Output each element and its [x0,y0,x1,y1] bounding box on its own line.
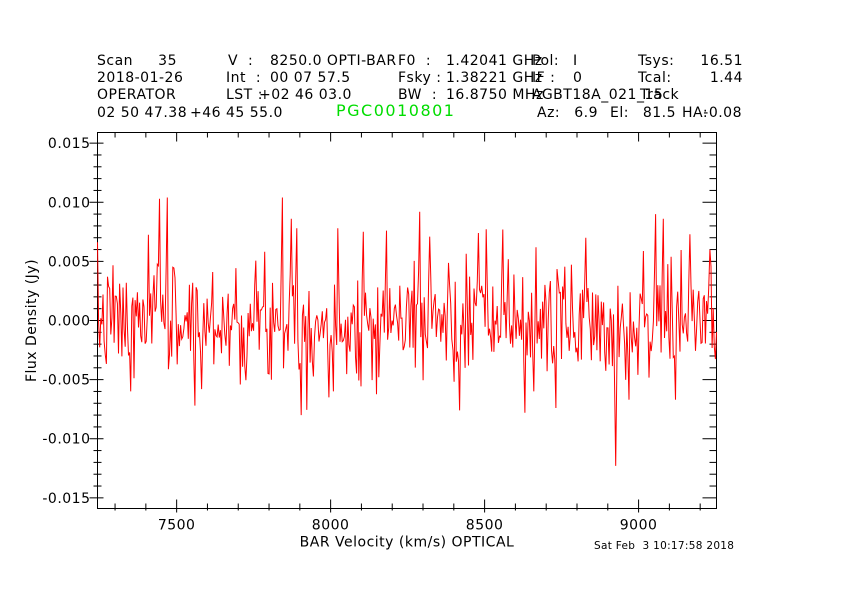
source-name-title: PGC0010801 [336,101,456,120]
x-tick-label: 9000 [620,518,658,534]
az-label: Az: [537,105,561,121]
scan-label: Scan [97,53,134,69]
plot-timestamp: Sat Feb 3 10:17:58 2018 [594,540,735,552]
el-value: 81.5 [642,105,676,121]
bw-label: BW : [398,87,438,103]
dec-value: +46 45 55.0 [190,105,283,121]
pol-value: I [573,53,578,69]
tcal-value: 1.44 [709,70,743,86]
obs-date: 2018-01-26 [97,70,184,86]
y-tick-label: -0.010 [42,432,90,448]
y-tick-label: -0.015 [42,491,90,507]
ra-value: 02 50 47.38 [97,105,188,121]
f0-value: 1.42041 GHz [446,53,543,69]
x-tick-label: 7500 [158,518,196,534]
int-value: 00 07 57.5 [270,70,351,86]
x-tick-label: 8500 [466,518,504,534]
x-tick-label: 8000 [312,518,350,534]
pol-label: Pol: [532,53,560,69]
velocity-label: V : [228,53,254,69]
y-tick-label: 0.015 [48,136,91,152]
ha-label: HA: [682,105,709,121]
lst-label: LST : [226,87,263,103]
x-axis-title: BAR Velocity (km/s) OPTICAL [300,535,515,551]
lst-value: +02 46 03.0 [259,87,352,103]
tsys-label: Tsys: [638,53,675,69]
spectrum-trace [97,197,717,466]
bw-value: 16.8750 MHz [446,87,544,103]
if-value: 0 [573,70,583,86]
fsky-value: 1.38221 GHz [446,70,543,86]
tcal-label: Tcal: [638,70,672,86]
y-tick-label: 0.010 [48,195,91,211]
velocity-value: 8250.0 OPTI-BAR [270,53,397,69]
ha-value: -0.08 [703,105,742,121]
y-tick-label: -0.005 [42,373,90,389]
y-axis-title: Flux Density (Jy) [24,259,40,382]
if-label: IF : [532,70,556,86]
tsys-value: 16.51 [700,53,743,69]
y-tick-label: 0.005 [48,254,91,270]
scan-value: 35 [158,53,177,69]
y-tick-label: 0.000 [48,314,91,330]
project-id: AGBT18A_021_15 [532,87,664,103]
procedure-name: Track [640,87,680,103]
el-label: El: [610,105,629,121]
az-value: 6.9 [574,105,598,121]
fsky-label: Fsky : [398,70,442,86]
observer-name: OPERATOR [97,87,177,103]
int-label: Int : [226,70,262,86]
f0-label: F0 : [398,53,432,69]
